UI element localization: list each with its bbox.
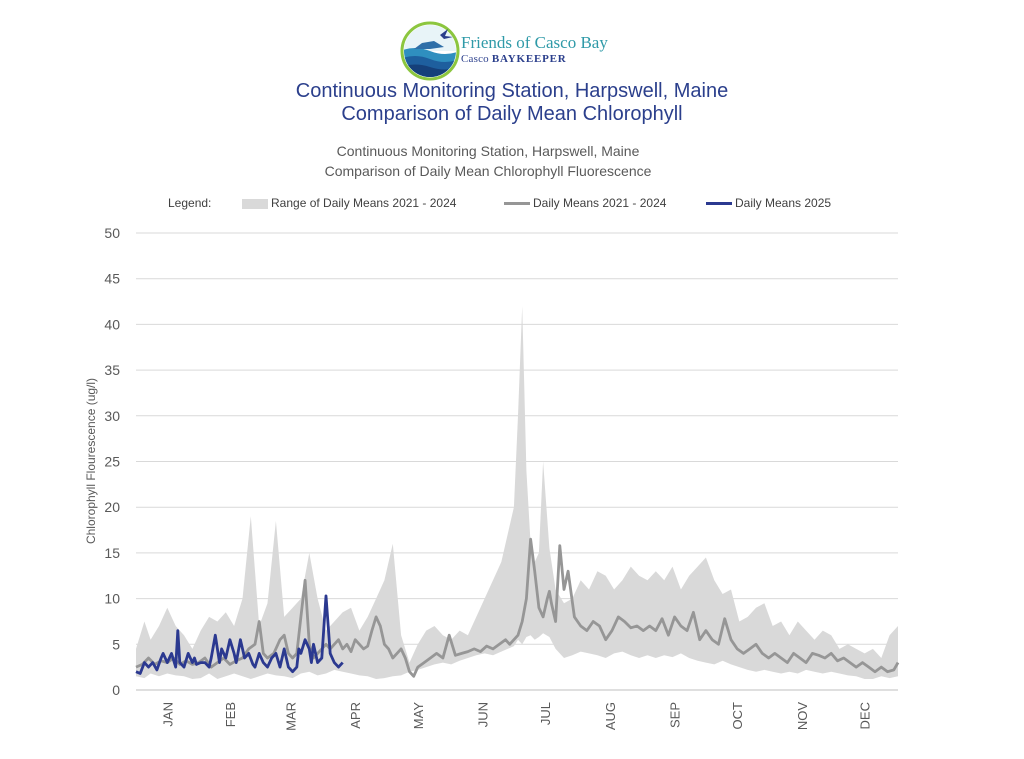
logo-subtitle-bold: BAYKEEPER — [491, 53, 567, 65]
main-title-line2: Comparison of Daily Mean Chlorophyll — [341, 103, 683, 125]
chart-title-line1: Continuous Monitoring Station, Harpswell… — [336, 143, 640, 159]
y-tick-label: 20 — [104, 499, 120, 515]
series-line-means-2021-2024 — [135, 537, 900, 678]
legend-title: Legend: — [168, 196, 212, 210]
y-tick-label: 35 — [104, 362, 120, 378]
y-axis-label: Chlorophyll Flourescence (ug/l) — [84, 378, 98, 544]
y-tick-label: 50 — [104, 225, 120, 241]
logo: Friends of Casco Bay Casco BAYKEEPER — [400, 21, 640, 81]
legend-label-range: Range of Daily Means 2021 - 2024 — [271, 196, 457, 210]
x-tick-label-nov: NOV — [795, 702, 810, 731]
y-tick-label: 0 — [112, 682, 120, 698]
x-tick-label-dec: DEC — [858, 702, 873, 729]
x-tick-label-mar: MAR — [283, 702, 298, 731]
legend-label-means-2025: Daily Means 2025 — [735, 196, 832, 210]
x-tick-label-jun: JUN — [476, 702, 491, 727]
legend-label-means-2021-2024: Daily Means 2021 - 2024 — [533, 196, 667, 210]
series-line-means-2025 — [135, 594, 344, 675]
legend-item-range: Range of Daily Means 2021 - 2024 — [242, 196, 456, 210]
y-tick-label: 15 — [104, 545, 120, 561]
x-tick-label-oct: OCT — [730, 702, 745, 730]
main-title-line1: Continuous Monitoring Station, Harpswell… — [295, 80, 729, 102]
range-band — [136, 306, 898, 679]
legend-item-means-2021-2024: Daily Means 2021 - 2024 — [504, 196, 666, 210]
y-tick-label: 40 — [104, 316, 120, 332]
chart-subtitle: Comparison of Daily Mean Chlorophyll Flu… — [324, 163, 652, 179]
x-tick-label-sep: SEP — [668, 702, 683, 728]
y-axis-ticks: 0 5 10 15 20 25 30 35 40 45 50 — [104, 225, 120, 698]
legend-item-means-2025: Daily Means 2025 — [706, 196, 831, 210]
x-tick-label-aug: AUG — [603, 702, 618, 730]
x-axis-ticks: JAN FEB MAR APR MAY JUN JUL AUG SEP OCT NOV DEC — [160, 702, 872, 731]
logo-subtitle-prefix: Casco — [461, 53, 489, 65]
x-tick-label-jan: JAN — [160, 702, 175, 727]
x-tick-label-may: MAY — [411, 702, 426, 730]
logo-name: Friends of Casco Bay — [461, 33, 608, 52]
x-tick-label-apr: APR — [348, 702, 363, 729]
y-tick-label: 25 — [104, 454, 120, 470]
chart-title: Continuous Monitoring Station, Harpswell… — [0, 141, 976, 181]
y-tick-label: 10 — [104, 591, 120, 607]
legend-swatch-means-2021-2024 — [504, 202, 530, 206]
y-tick-label: 45 — [104, 271, 120, 287]
main-title: Continuous Monitoring Station, Harpswell… — [0, 80, 1024, 126]
y-tick-label: 5 — [112, 636, 120, 652]
legend-swatch-means-2025 — [706, 202, 732, 206]
x-tick-label-feb: FEB — [223, 702, 238, 727]
y-tick-label: 30 — [104, 408, 120, 424]
casco-bay-logo-icon — [400, 21, 460, 81]
x-tick-label-jul: JUL — [538, 702, 553, 725]
logo-subtitle: Casco BAYKEEPER — [461, 53, 567, 65]
legend-swatch-range — [242, 198, 268, 209]
